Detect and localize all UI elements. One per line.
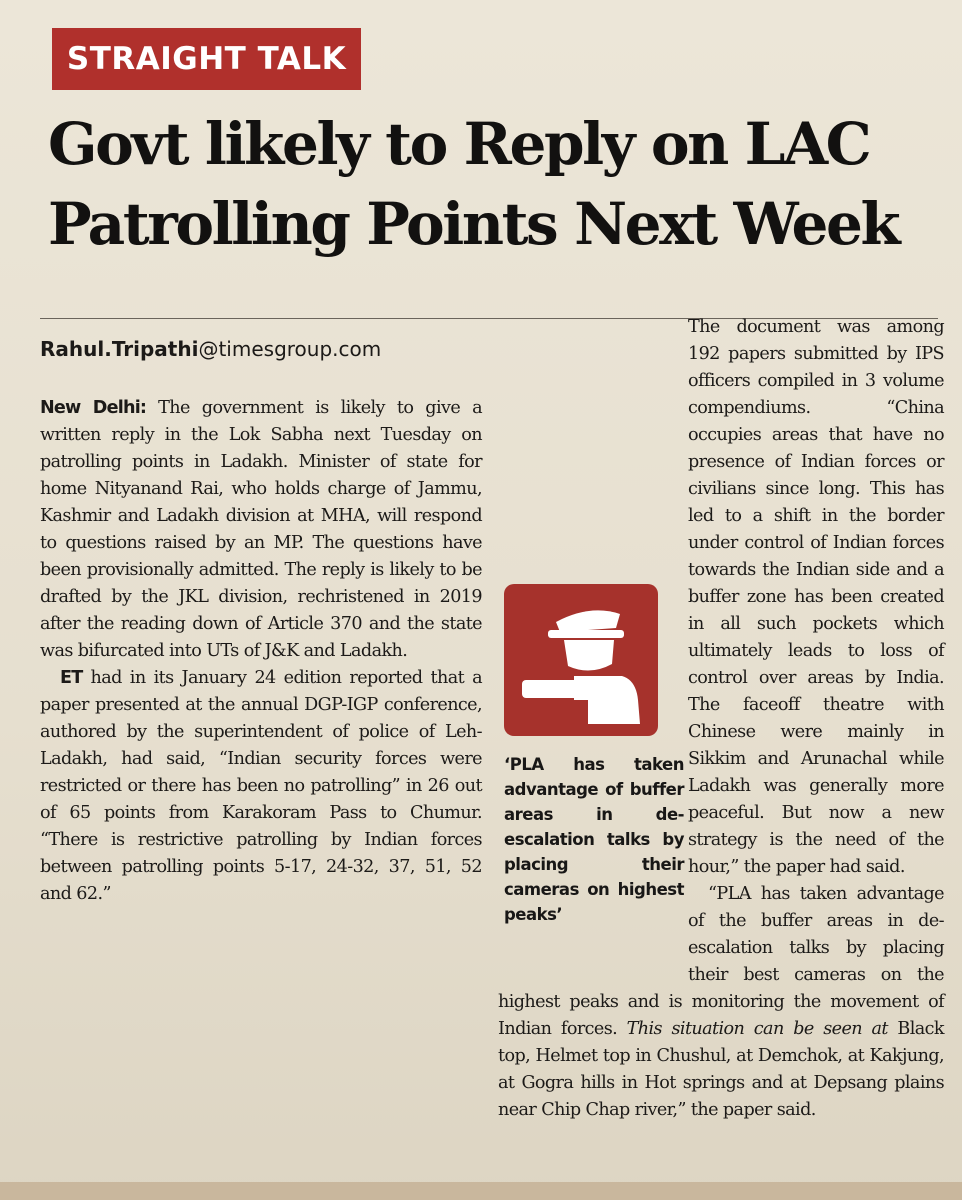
paragraph-2-text: had in its January 24 edition reported t…: [40, 668, 483, 904]
page-edge: [0, 1182, 962, 1200]
paragraph-2-lead: ET: [60, 668, 83, 688]
paragraph-1-text: The government is likely to give a writt…: [40, 398, 483, 661]
paragraph-4-text-c: Black top, Helmet top in Chushul, at Dem…: [498, 1019, 945, 1120]
byline: Rahul.Tripathi@timesgroup.com: [40, 334, 480, 364]
dateline: New Delhi:: [40, 398, 147, 418]
headline: Govt likely to Reply on LAC Patrolling P…: [48, 104, 953, 264]
pull-quote: ‘PLA has taken advantage of buffer areas…: [504, 755, 685, 924]
paragraph-1: New Delhi: The government is likely to g…: [40, 395, 483, 665]
sidebar-callout: ‘PLA has taken advantage of buffer areas…: [498, 570, 685, 986]
headline-line-1: Govt likely to Reply on LAC: [48, 110, 872, 178]
section-kicker: STRAIGHT TALK: [52, 28, 361, 90]
headline-line-2: Patrolling Points Next Week: [48, 190, 901, 258]
soldier-pointing-icon: [504, 584, 658, 736]
paragraph-4-text-a: “PLA has taken advantage of the buffer a…: [498, 884, 945, 1039]
article-column-2: ‘PLA has taken advantage of buffer areas…: [498, 314, 945, 1124]
divider-rule: [40, 318, 938, 319]
paragraph-2: ET had in its January 24 edition reporte…: [40, 665, 483, 908]
paragraph-4: “PLA has taken advantage of the buffer a…: [498, 881, 945, 1124]
author-name: Rahul.Tripathi: [40, 337, 199, 361]
article-column-1: New Delhi: The government is likely to g…: [40, 395, 483, 908]
author-domain: @timesgroup.com: [198, 337, 382, 361]
paragraph-4-text-b: This situation can be seen at: [617, 1019, 889, 1039]
paragraph-3: The document was among 192 papers submit…: [688, 317, 945, 877]
